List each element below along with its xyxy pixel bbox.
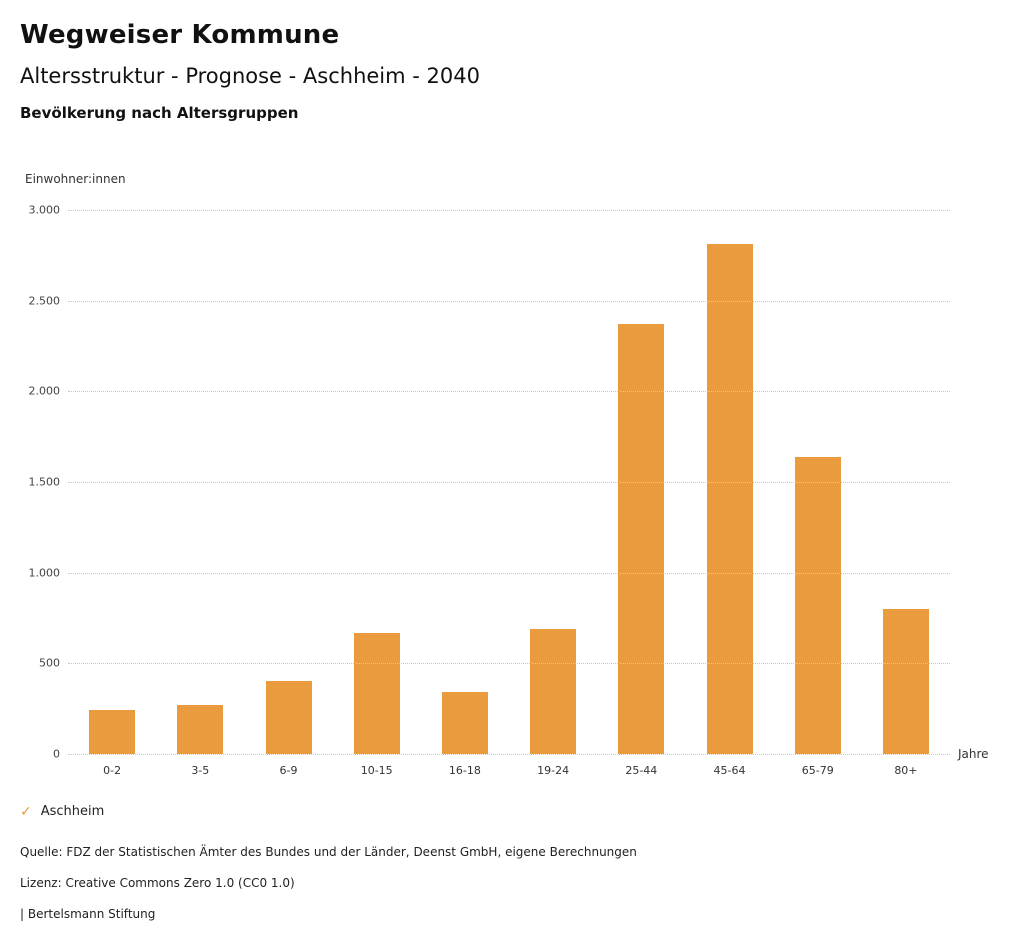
bar-80+[interactable]	[882, 608, 929, 754]
x-tick-label-19-24: 19-24	[537, 764, 570, 777]
x-tick-label-10-15: 10-15	[360, 764, 393, 777]
bar-slot	[685, 210, 773, 754]
bar-0-2[interactable]	[89, 710, 136, 754]
y-axis-label: Einwohner:innen	[25, 172, 126, 186]
y-axis: 0 500 1.000 1.500 2.000 2.500 3.000	[0, 204, 61, 761]
y-tick-label: 2.500	[28, 294, 61, 308]
check-icon: ✓	[20, 803, 32, 820]
chart-subtitle: Altersstruktur - Prognose - Aschheim - 2…	[20, 64, 480, 88]
bar-slot	[68, 210, 156, 754]
section-title: Bevölkerung nach Altersgruppen	[20, 104, 299, 122]
y-tick-label: 0	[53, 747, 60, 761]
bar-slot	[774, 210, 862, 754]
gridline	[68, 754, 950, 755]
y-tick-label: 500	[39, 656, 60, 670]
bar-65-79[interactable]	[794, 456, 841, 754]
bar-series-aschheim	[68, 210, 950, 754]
bar-slot	[597, 210, 685, 754]
gridline	[68, 663, 950, 665]
legend-item-aschheim[interactable]: ✓ Aschheim	[20, 804, 104, 819]
source-text: Quelle: FDZ der Statistischen Ämter des …	[20, 845, 637, 859]
x-tick-label-16-18: 16-18	[448, 764, 481, 777]
y-tick-label: 2.000	[28, 384, 61, 398]
bar-slot	[862, 210, 950, 754]
y-tick-label: 3.000	[28, 203, 61, 217]
x-tick-label-6-9: 6-9	[279, 764, 298, 777]
gridline	[68, 572, 950, 574]
bar-slot	[509, 210, 597, 754]
brand-text: | Bertelsmann Stiftung	[20, 907, 156, 921]
header: Wegweiser Kommune Altersstruktur - Progn…	[20, 20, 480, 122]
bar-19-24[interactable]	[530, 628, 577, 754]
x-tick-label-80+: 80+	[894, 764, 918, 777]
x-tick-label-65-79: 65-79	[801, 764, 834, 777]
x-tick-label-45-64: 45-64	[713, 764, 746, 777]
gridline	[68, 210, 950, 211]
y-tick-label: 1.000	[28, 566, 61, 580]
x-tick-label-3-5: 3-5	[191, 764, 210, 777]
x-tick-label-0-2: 0-2	[103, 764, 122, 777]
x-tick-label-25-44: 25-44	[625, 764, 658, 777]
bar-slot	[156, 210, 244, 754]
bar-slot	[421, 210, 509, 754]
bar-slot	[244, 210, 332, 754]
gridline	[68, 391, 950, 393]
page-title: Wegweiser Kommune	[20, 20, 340, 50]
bar-16-18[interactable]	[441, 692, 488, 754]
x-axis-unit-label: Jahre	[958, 747, 989, 761]
legend-label: Aschheim	[40, 804, 105, 819]
bar-slot	[333, 210, 421, 754]
y-tick-label: 1.500	[28, 475, 61, 489]
plot-area	[68, 210, 950, 755]
bar-6-9[interactable]	[265, 681, 312, 754]
bar-45-64[interactable]	[706, 244, 753, 754]
license-text: Lizenz: Creative Commons Zero 1.0 (CC0 1…	[20, 876, 295, 890]
x-axis: 0-2 3-5 6-9 10-15 16-18 19-24 25-44 45-64 65-79 8…	[68, 764, 950, 777]
bar-3-5[interactable]	[177, 705, 224, 754]
bar-25-44[interactable]	[618, 324, 665, 754]
gridline	[68, 482, 950, 483]
gridline	[68, 300, 950, 302]
bar-10-15[interactable]	[353, 632, 400, 754]
